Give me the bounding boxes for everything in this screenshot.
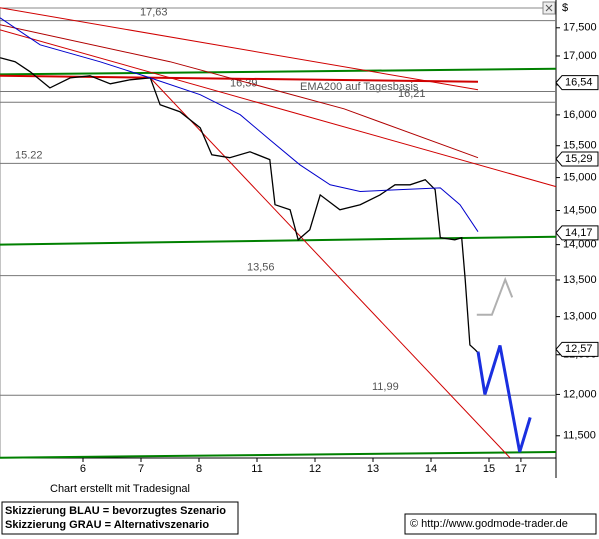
price-marker-label: 15,29 [565,153,593,165]
level-label: 11,99 [372,381,399,393]
currency-label: $ [562,2,568,14]
level-label: 13,56 [247,262,275,274]
source: © http://www.godmode-trader.de [410,518,568,530]
x-tick-label: 15 [483,463,495,475]
x-tick-label: 13 [367,463,379,475]
trend-line [0,24,479,159]
price-marker [555,75,599,91]
x-tick-label: 17 [515,463,527,475]
price-marker-label: 12,57 [565,343,593,355]
y-tick-label: 15,000 [563,171,597,183]
y-tick-label: 12,000 [563,388,597,400]
trend-line [0,451,557,459]
y-tick-label: 14,000 [563,239,597,251]
x-tick-label: 12 [309,463,321,475]
level-label: 17,63 [140,7,168,19]
trend-line [0,235,557,246]
price-marker [555,225,599,241]
y-tick-label: 13,500 [563,274,597,286]
series-line [476,345,532,453]
plot-area [0,7,557,459]
y-tick-label: 16,000 [563,109,597,121]
y-tick-label: 17,000 [563,50,597,62]
note: Skizzierung GRAU = Alternativszenario [5,519,209,531]
source-box [404,513,597,535]
level-label: 16,21 [398,88,426,100]
note: Skizzierung BLAU = bevorzugtes Szenario [5,505,226,517]
trend-line [0,29,557,188]
close-button[interactable] [542,1,556,15]
y-tick-label: 11,500 [563,430,596,442]
series-line [476,276,514,316]
y-tick-label: 15,500 [563,140,597,152]
note-box [1,501,239,535]
price-marker-label: 14,17 [565,227,593,239]
close-icon[interactable] [545,4,553,12]
trend-line [149,77,511,459]
credit: Chart erstellt mit Tradesignal [50,483,190,495]
y-tick-label: 13,000 [563,311,597,323]
series-line [0,57,481,355]
x-tick-label: 11 [251,463,262,475]
x-tick-label: 14 [425,463,437,475]
trend-line [0,67,557,76]
price-marker-label: 16,54 [565,77,593,89]
x-tick-label: 7 [138,463,144,475]
level-label: 15.22 [15,149,43,161]
y-tick-label: 14,500 [563,204,597,216]
series-line [0,17,479,232]
annotation: EMA200 auf Tagesbasis [300,81,419,93]
x-tick-label: 8 [196,463,202,475]
level-label: 16,39 [230,77,258,89]
y-tick-label: 17,500 [563,22,597,34]
price-marker [555,341,599,357]
price-marker [555,151,599,167]
x-tick-label: 6 [80,463,86,475]
trend-line [0,7,479,91]
